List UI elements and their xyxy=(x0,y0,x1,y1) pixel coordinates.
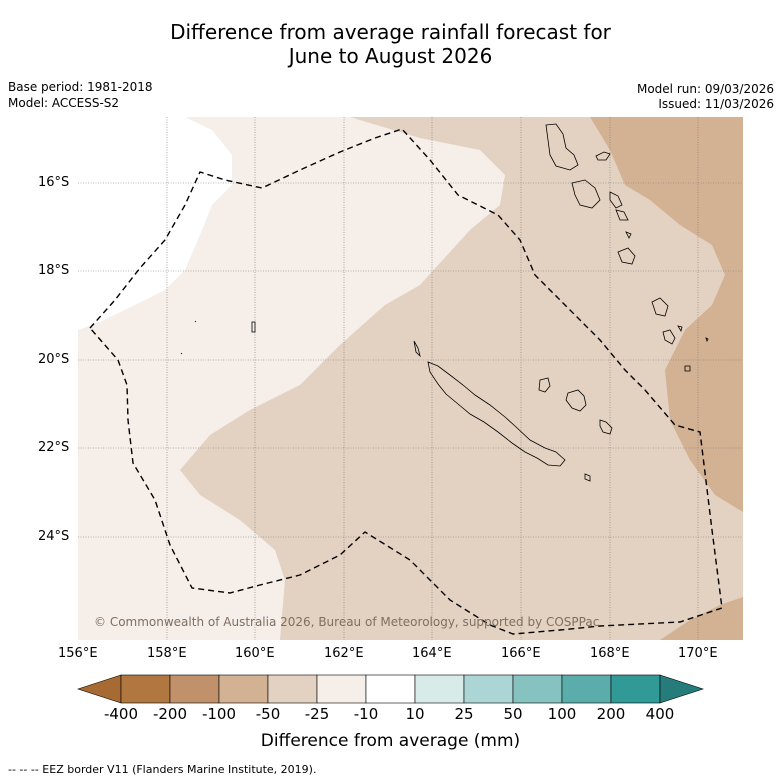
colorbar-tick-label: -50 xyxy=(255,705,281,723)
base-period-text: Base period: 1981-2018 xyxy=(8,80,153,94)
vanuatu-efate xyxy=(617,247,636,265)
lon-tick-164e: 164°E xyxy=(412,646,452,661)
vanuatu-espiritu-santo xyxy=(545,123,579,171)
model-text: Model: ACCESS-S2 xyxy=(8,96,120,110)
colorbar-swatch xyxy=(365,674,416,704)
colorbar-extend-low xyxy=(77,674,122,704)
region-minus100-band xyxy=(590,117,743,512)
colorbar-tick-label: -400 xyxy=(103,705,139,723)
colorbar-title: Difference from average (mm) xyxy=(260,731,521,751)
lon-tick-166e: 166°E xyxy=(501,646,541,661)
region-neutral xyxy=(78,117,232,330)
model-run-text: Model run: 09/03/2026 xyxy=(636,82,774,96)
colorbar-tick-label: -100 xyxy=(201,705,237,723)
lon-tick-158e: 158°E xyxy=(147,646,187,661)
colorbar-swatch xyxy=(561,674,612,704)
new-caledonia-coast xyxy=(427,361,566,467)
colorbar-swatch xyxy=(463,674,514,704)
lon-tick-170e: 170°E xyxy=(678,646,718,661)
colorbar-tick-label: 25 xyxy=(454,705,474,723)
lat-tick-22s: 22°S xyxy=(38,440,70,455)
colorbar-extend-high xyxy=(659,674,704,704)
lon-tick-162e: 162°E xyxy=(324,646,364,661)
region-minus100-south xyxy=(660,597,743,640)
lat-tick-18s: 18°S xyxy=(38,263,70,278)
colorbar-swatch xyxy=(169,674,220,704)
colorbar-swatch xyxy=(120,674,171,704)
title-line-1: Difference from average rainfall forecas… xyxy=(170,20,611,44)
colorbar-swatch xyxy=(610,674,661,704)
colorbar-tick-label: 200 xyxy=(596,705,626,723)
colorbar-tick-label: 400 xyxy=(645,705,675,723)
gridlines xyxy=(78,117,743,640)
lat-tick-16s: 16°S xyxy=(38,175,70,190)
loyalty-island-1 xyxy=(538,377,551,393)
colorbar-tick-label: 100 xyxy=(547,705,577,723)
footnote-eez: -- -- -- EEZ border V11 (Flanders Marine… xyxy=(8,763,317,776)
lon-tick-168e: 168°E xyxy=(590,646,630,661)
lat-tick-20s: 20°S xyxy=(38,352,70,367)
colorbar-tick-label: -10 xyxy=(353,705,379,723)
colorbar-swatch xyxy=(316,674,367,704)
colorbar-swatch xyxy=(218,674,269,704)
loyalty-island-2 xyxy=(565,389,587,412)
title-line-2: June to August 2026 xyxy=(288,44,493,68)
eez-border xyxy=(89,128,723,635)
colorbar-tick-label: -200 xyxy=(152,705,188,723)
lat-tick-24s: 24°S xyxy=(38,529,70,544)
colorbar-tick-label: 10 xyxy=(405,705,425,723)
colorbar-swatch xyxy=(512,674,563,704)
lon-tick-156e: 156°E xyxy=(58,646,98,661)
copyright-text: © Commonwealth of Australia 2026, Bureau… xyxy=(94,615,599,629)
colorbar xyxy=(77,674,704,704)
lon-tick-160e: 160°E xyxy=(235,646,275,661)
vanuatu-erromango xyxy=(651,297,669,317)
colorbar-tick-label: 50 xyxy=(503,705,523,723)
colorbar-swatch xyxy=(414,674,465,704)
issued-text: Issued: 11/03/2026 xyxy=(658,97,774,111)
colorbar-tick-label: -25 xyxy=(304,705,330,723)
coastlines xyxy=(180,123,709,482)
colorbar-swatch xyxy=(267,674,318,704)
